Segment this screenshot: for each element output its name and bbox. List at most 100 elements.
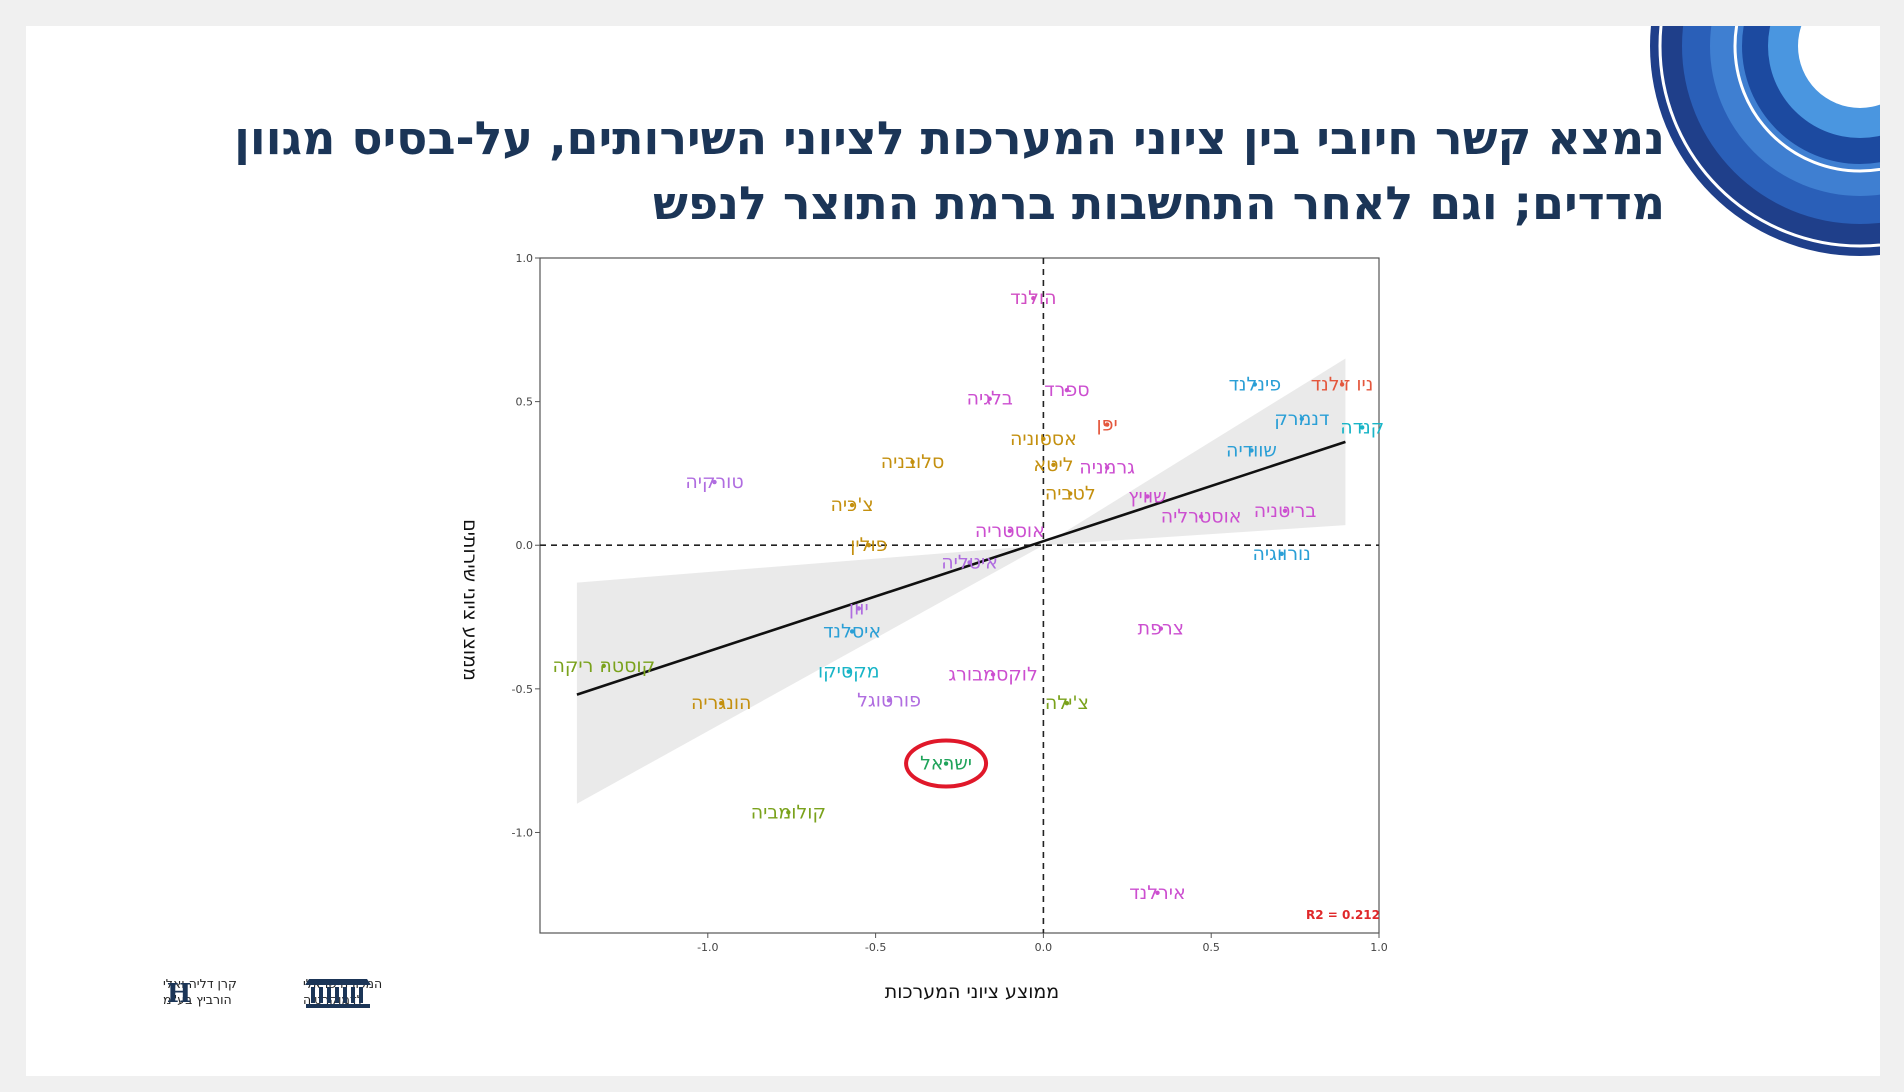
logos-area: קרן דליה ואלי הורביץ בע"מ H המכון הישראל… bbox=[163, 976, 382, 1009]
title-line-1: נמצא קשר חיובי בין ציוני המערכות לציוני … bbox=[234, 111, 1665, 165]
data-point bbox=[886, 698, 892, 703]
data-point bbox=[967, 560, 972, 565]
data-point bbox=[849, 502, 855, 508]
data-point bbox=[987, 396, 992, 401]
horovitz-logo-line2: הורביץ בע"מ bbox=[163, 992, 232, 1007]
point-label: יפן bbox=[1097, 414, 1118, 436]
data-point bbox=[1068, 491, 1073, 496]
data-point bbox=[1041, 436, 1046, 442]
point-label: קוסטה ריקה bbox=[552, 655, 655, 677]
idi-logo-line2: לדמוקרטיה bbox=[303, 992, 364, 1007]
slide: נמצא קשר חיובי בין ציוני המערכות לציוני … bbox=[26, 26, 1880, 1076]
israel-democracy-institute-logo: המכון הישראלי לדמוקרטיה bbox=[303, 976, 382, 1008]
regression-line bbox=[576, 440, 1346, 696]
point-label: צ'ילה bbox=[1045, 692, 1089, 714]
r2-annotation: R2 = 0.212 bbox=[1306, 908, 1380, 922]
point-label: אוסטרליה bbox=[1161, 506, 1242, 528]
x-tick-label: 0.0 bbox=[1035, 941, 1053, 954]
y-tick-label: -0.5 bbox=[512, 683, 533, 696]
point-label: ישראל bbox=[920, 753, 972, 775]
point-label: פולין bbox=[850, 534, 887, 556]
y-tick-label: -1.0 bbox=[512, 826, 533, 839]
point-label: סלובניה bbox=[881, 451, 945, 473]
point-label: איטליה bbox=[941, 551, 998, 573]
data-point bbox=[1282, 508, 1288, 513]
point-label: ניו זילנד bbox=[1311, 373, 1374, 395]
point-label: ספרד bbox=[1044, 379, 1089, 401]
data-point bbox=[1158, 626, 1164, 631]
plot-frame-layer bbox=[539, 257, 1380, 934]
point-label: הונגריה bbox=[691, 692, 751, 714]
data-point bbox=[1252, 382, 1258, 387]
point-label: גרמניה bbox=[1079, 457, 1135, 479]
data-point bbox=[1104, 422, 1110, 427]
point-label: דנמרק bbox=[1274, 408, 1329, 430]
slide-title: נמצא קשר חיובי בין ציוני המערכות לציוני … bbox=[165, 106, 1665, 236]
data-point bbox=[1279, 551, 1284, 557]
labels-layer: הולנד פינלנד ניו זילנד דנמרק קנדה ספרד בלגיה יפ… bbox=[552, 287, 1384, 904]
point-label: בלגיה bbox=[967, 388, 1013, 410]
point-label: צרפת bbox=[1138, 618, 1184, 640]
point-label: יוון bbox=[849, 597, 869, 619]
data-point bbox=[1249, 448, 1254, 453]
point-label: פינלנד bbox=[1229, 373, 1282, 395]
data-point bbox=[712, 479, 717, 485]
data-point bbox=[1198, 514, 1204, 519]
data-point bbox=[866, 543, 872, 548]
horovitz-logo-line1: קרן דליה ואלי bbox=[163, 976, 237, 991]
point-label: איסלנד bbox=[823, 620, 881, 642]
points-layer bbox=[601, 296, 1365, 895]
data-point bbox=[1051, 462, 1056, 468]
point-label: שוודיה bbox=[1226, 439, 1277, 461]
x-tick-label: 0.5 bbox=[1202, 941, 1220, 954]
y-tick-label: 0.0 bbox=[516, 539, 534, 552]
x-tick-label: 1.0 bbox=[1370, 941, 1388, 954]
reference-lines-layer bbox=[540, 258, 1379, 933]
data-point bbox=[1064, 387, 1070, 393]
plot-frame bbox=[539, 257, 1380, 934]
x-tick-label: -1.0 bbox=[697, 941, 718, 954]
data-point bbox=[856, 606, 862, 611]
point-label: נורווגיה bbox=[1252, 543, 1310, 565]
data-point bbox=[1031, 296, 1036, 301]
confidence-band-layer bbox=[576, 358, 1346, 804]
data-point bbox=[1360, 425, 1365, 430]
point-label: צ'כיה bbox=[830, 494, 873, 516]
point-label: אוסטריה bbox=[975, 520, 1045, 542]
data-point bbox=[786, 810, 791, 815]
point-label: לטביה bbox=[1045, 483, 1096, 505]
x-axis-label: ממוצע ציוני המערכות bbox=[885, 981, 1059, 1003]
y-tick-label: 0.5 bbox=[516, 396, 534, 409]
point-label: פורטוגל bbox=[857, 689, 921, 711]
point-label: אירלנד bbox=[1129, 882, 1185, 904]
point-label: ליטא bbox=[1033, 454, 1073, 476]
point-label: אסטוניה bbox=[1010, 428, 1077, 450]
point-label: קולומביה bbox=[751, 801, 826, 823]
data-point bbox=[990, 672, 996, 677]
horovitz-fund-logo: קרן דליה ואלי הורביץ בע"מ H bbox=[163, 976, 237, 1009]
data-point bbox=[719, 701, 724, 706]
y-axis-label: ממוצע ציוני שירותים bbox=[459, 519, 481, 681]
data-point bbox=[601, 663, 606, 669]
horovitz-logo-mark: H bbox=[167, 979, 192, 1009]
point-label: לוקסמבורג bbox=[948, 663, 1037, 685]
point-label: הולנד bbox=[1010, 287, 1056, 309]
decorative-arcs-graphic bbox=[1650, 26, 1880, 256]
regression-layer bbox=[576, 440, 1346, 696]
x-tick-label: -0.5 bbox=[865, 941, 886, 954]
data-point bbox=[849, 629, 855, 634]
confidence-band bbox=[576, 358, 1346, 804]
data-point bbox=[910, 459, 915, 465]
data-point bbox=[1299, 416, 1305, 422]
scatter-chart: -1.0 -0.5 0.0 0.5 1.0 -1.0 -0.5 0.0 0.5 1.0 הולנד… bbox=[459, 252, 1388, 1003]
point-label: בריטניה bbox=[1254, 500, 1317, 522]
data-point bbox=[1155, 890, 1160, 895]
data-point bbox=[1007, 528, 1013, 534]
data-point bbox=[1064, 701, 1070, 706]
title-line-2: מדדים; וגם לאחר התחשבות ברמת התוצר לנפש bbox=[653, 176, 1665, 230]
data-point bbox=[1104, 465, 1110, 470]
building-icon bbox=[305, 979, 371, 1008]
data-point bbox=[846, 669, 851, 674]
data-point bbox=[1339, 382, 1345, 387]
y-tick-label: 1.0 bbox=[516, 252, 534, 265]
